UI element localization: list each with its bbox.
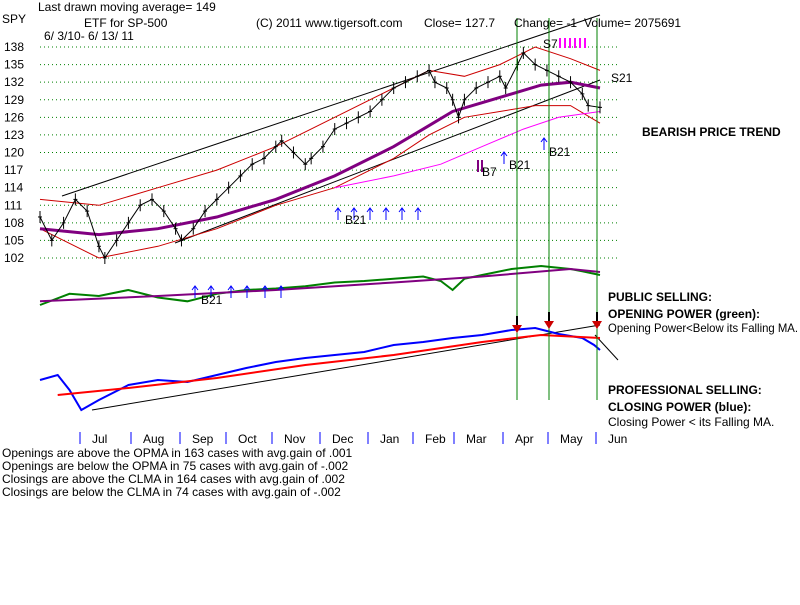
price-tick-label: 135	[4, 58, 24, 72]
closing-power-trendline	[91, 324, 601, 411]
signal-s21: S21	[611, 71, 633, 85]
month-label-jul: Jul	[92, 432, 107, 446]
professional-selling-label: PROFESSIONAL SELLING:	[608, 383, 762, 397]
price-tick-label: 120	[4, 146, 24, 160]
price-line	[39, 52, 601, 259]
sell-arrows	[477, 38, 602, 333]
price-axis-labels: 138 135 132 129 126 123 120 117 114 111 108 105 102	[4, 40, 24, 265]
month-label-aug: Aug	[143, 432, 164, 446]
signal-b21-c: B21	[509, 158, 531, 172]
moving-average-line	[39, 80, 601, 237]
s7-arrows	[559, 38, 586, 48]
price-tick-label: 126	[4, 110, 24, 124]
buy-arrow	[207, 285, 215, 298]
opening-power-desc: Opening Power<Below its Falling MA.	[608, 321, 798, 335]
stat-line-4: Closings are below the CLMA in 74 cases …	[2, 485, 341, 499]
stat-line-1: Openings are above the OPMA in 163 cases…	[2, 446, 353, 460]
closing-power-ma-line	[57, 333, 601, 396]
buy-arrow	[261, 285, 269, 298]
stat-line-3: Closings are above the CLMA in 164 cases…	[2, 472, 345, 486]
month-axis: Jul Aug Sep Oct Nov Dec Jan Feb Mar Apr May Jun	[79, 432, 627, 446]
buy-arrow	[540, 137, 548, 150]
buy-arrows	[191, 137, 548, 298]
etf-label: ETF for SP-500	[84, 16, 168, 30]
buy-arrow	[414, 207, 422, 220]
change-value: Change= -1	[514, 16, 577, 30]
bearish-trend-label: BEARISH PRICE TREND	[642, 125, 781, 139]
month-label-feb: Feb	[425, 432, 446, 446]
b7-arrows	[477, 160, 483, 172]
ma-label: Last drawn moving average= 149	[38, 0, 216, 14]
signal-vlines	[516, 18, 598, 400]
buy-arrow	[382, 207, 390, 220]
buy-arrow	[500, 151, 508, 164]
date-range: 6/ 3/10- 6/ 13/ 11	[44, 29, 134, 43]
price-ohlc-ticks	[38, 46, 602, 264]
price-tick-label: 117	[4, 163, 23, 177]
channel-upper-line	[61, 14, 601, 197]
opening-power-label: OPENING POWER (green):	[608, 307, 760, 321]
price-grid	[40, 46, 618, 259]
price-tick-label: 138	[4, 40, 24, 54]
signal-s7: S7	[543, 37, 558, 51]
short-ma-line	[334, 111, 601, 189]
signal-b21-b: B21	[201, 293, 223, 307]
price-tick-label: 105	[4, 233, 24, 247]
price-tick-label: 114	[4, 181, 23, 195]
buy-arrow	[334, 207, 342, 220]
stat-line-2: Openings are below the OPMA in 75 cases …	[2, 459, 349, 473]
volume-value: Volume= 2075691	[584, 16, 681, 30]
close-value: Close= 127.7	[424, 16, 495, 30]
price-tick-label: 129	[4, 93, 24, 107]
price-tick-label: 108	[4, 216, 24, 230]
month-label-dec: Dec	[332, 432, 353, 446]
signal-b21-d: B21	[549, 145, 571, 159]
month-label-sep: Sep	[192, 432, 214, 446]
closing-power-label: CLOSING POWER (blue):	[608, 400, 751, 414]
symbol-label: SPY	[2, 12, 26, 26]
price-tick-label: 102	[4, 251, 24, 265]
price-series	[38, 46, 602, 264]
buy-arrow	[227, 285, 235, 298]
month-label-mar: Mar	[466, 432, 487, 446]
public-selling-label: PUBLIC SELLING:	[608, 290, 712, 304]
price-tick-label: 132	[4, 75, 24, 89]
sell-arrow-jun	[592, 312, 602, 329]
signal-b7: B7	[482, 165, 497, 179]
opening-power-downtrend	[594, 334, 619, 361]
copyright: (C) 2011 www.tigersoft.com	[256, 16, 403, 30]
price-tick-label: 111	[4, 198, 23, 212]
buy-arrow	[398, 207, 406, 220]
buy-arrow	[277, 285, 285, 298]
indicators	[39, 264, 601, 412]
opening-power-line	[39, 264, 601, 306]
buy-arrow	[243, 285, 251, 298]
opening-power-ma-line	[39, 267, 601, 303]
buy-arrow	[191, 285, 199, 298]
month-label-oct: Oct	[238, 432, 257, 446]
month-label-jun: Jun	[608, 432, 627, 446]
lower-band-line	[39, 105, 601, 259]
sell-arrow-apr	[512, 316, 522, 333]
month-label-may: May	[560, 432, 583, 446]
month-label-apr: Apr	[515, 432, 534, 446]
closing-power-desc: Closing Power < its Falling MA.	[608, 415, 774, 429]
month-label-nov: Nov	[284, 432, 305, 446]
month-label-jan: Jan	[380, 432, 399, 446]
signal-b21-a: B21	[345, 213, 367, 227]
sell-arrow-may	[544, 312, 554, 329]
trend-channel	[61, 14, 619, 411]
closing-power-line	[39, 326, 601, 412]
price-tick-label: 123	[4, 128, 24, 142]
buy-arrow	[350, 207, 358, 220]
buy-arrow	[366, 207, 374, 220]
